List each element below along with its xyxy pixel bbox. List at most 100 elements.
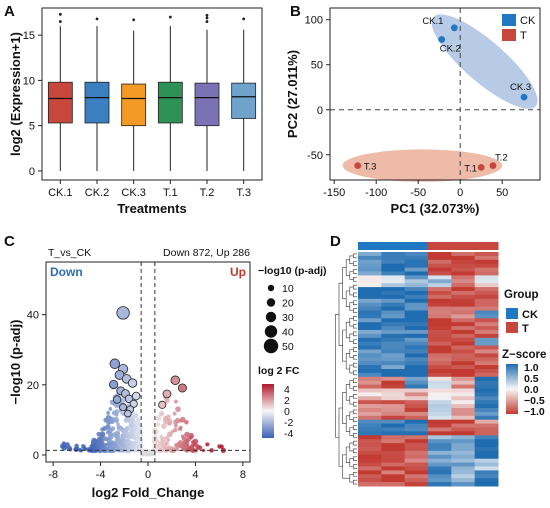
gene-point (126, 439, 133, 446)
heatmap-cell (404, 376, 429, 382)
heatmap-cell (381, 458, 406, 464)
dendrogram-branch (349, 318, 354, 327)
heatmap-cell (451, 310, 476, 315)
heatmap-cell (381, 443, 406, 448)
heatmap-cell (451, 287, 476, 292)
gene-point (104, 446, 108, 451)
heatmap-cell (358, 298, 382, 304)
heatmap-cell (358, 263, 382, 269)
box (47, 81, 73, 124)
point-label: CK.2 (440, 44, 461, 55)
heatmap-cell (404, 384, 429, 389)
heatmap-cell (474, 345, 499, 350)
y-tick-label: 0 (33, 450, 39, 462)
highlighted-gene-point (158, 400, 167, 409)
heatmap-cell (451, 306, 476, 311)
heatmap-cell (451, 447, 476, 452)
heatmap-cell (358, 478, 382, 483)
dendrogram-branch (353, 284, 357, 290)
dendrogram-branch (342, 329, 347, 362)
heatmap-cell (358, 369, 382, 374)
point-label: T.2 (495, 153, 508, 164)
heatmap-cell (451, 466, 476, 471)
x-tick-label: -8 (48, 469, 58, 481)
heatmap-cell (428, 400, 452, 405)
gene-point (165, 441, 169, 446)
heatmap-cell (474, 341, 499, 347)
dendrogram-branch (353, 331, 357, 337)
heatmap-cell (381, 341, 406, 347)
gene-point (130, 444, 135, 449)
gene-point (109, 432, 114, 437)
heatmap-cell (381, 431, 406, 436)
box (84, 81, 110, 124)
heatmap-cell (381, 333, 406, 339)
gene-point (117, 447, 123, 453)
heatmap-cell (428, 283, 452, 288)
dendrogram-branch (338, 407, 343, 467)
heatmap-cell (474, 369, 499, 374)
x-tick-label: -50 (410, 187, 426, 199)
x-tick-label: T.1 (163, 187, 178, 199)
gene-point (165, 414, 171, 420)
heatmap-cell (428, 458, 452, 464)
heatmap-cell (381, 271, 406, 276)
heatmap-cell (404, 291, 429, 296)
heatmap-cell (474, 306, 499, 311)
y-axis-label: −log10 (p-adj) (8, 320, 23, 405)
heatmap-cell (381, 302, 406, 308)
gene-point (174, 399, 178, 404)
x-tick-label: 50 (496, 187, 508, 199)
heatmap-cell (381, 326, 406, 331)
gene-point (166, 418, 173, 425)
heatmap-cell (451, 408, 476, 413)
heatmap-cell (381, 252, 406, 257)
heatmap-cell (428, 462, 452, 467)
heatmap-cell (474, 454, 499, 460)
dendrogram-branch (353, 269, 357, 274)
dendrogram-branch (349, 271, 354, 280)
heatmap-cell (404, 306, 429, 311)
gene-point (166, 431, 173, 438)
heatmap-cell (404, 349, 429, 354)
color-legend-bar (262, 384, 274, 438)
heatmap-cell (404, 322, 429, 327)
heatmap-cell (474, 294, 499, 300)
heatmap-cell (451, 365, 476, 370)
point-label: CK.3 (510, 82, 531, 93)
box (121, 83, 147, 127)
heatmap-cell (474, 415, 499, 421)
heatmap-cell (428, 287, 452, 292)
gene-point (138, 433, 143, 438)
heatmap-cell (358, 361, 382, 366)
heatmap-cell (451, 275, 476, 280)
y-tick-label: 10 (23, 75, 35, 87)
size-legend-label: 30 (282, 312, 294, 324)
plot-frame (45, 261, 251, 463)
x-tick-label: 0 (145, 469, 151, 481)
dendrogram-branch (349, 474, 354, 483)
heatmap-cell (428, 345, 452, 350)
heatmap-cell (404, 447, 429, 452)
column-group-bar (381, 242, 406, 250)
heatmap-cell (474, 310, 499, 315)
heatmap-cell (358, 365, 382, 370)
color-legend-label: -2 (284, 417, 293, 429)
x-tick-label: T.2 (200, 187, 215, 199)
heatmap-cell (451, 369, 476, 374)
heatmap-cell (451, 349, 476, 354)
highlighted-gene-point (162, 389, 172, 399)
heatmap-cell (451, 357, 476, 362)
dendrogram-branch (353, 448, 357, 454)
highlighted-gene-point (170, 375, 181, 385)
gene-point (122, 434, 127, 439)
heatmap-cell (358, 349, 382, 354)
heatmap-cell (381, 255, 406, 261)
heatmap-cell (451, 252, 476, 257)
outlier-point (58, 20, 62, 23)
heatmap-cell (474, 439, 499, 444)
heatmap-cell (428, 435, 452, 440)
heatmap-cell (428, 474, 452, 479)
heatmap-cell (358, 435, 382, 440)
heatmap-cell (474, 349, 499, 354)
